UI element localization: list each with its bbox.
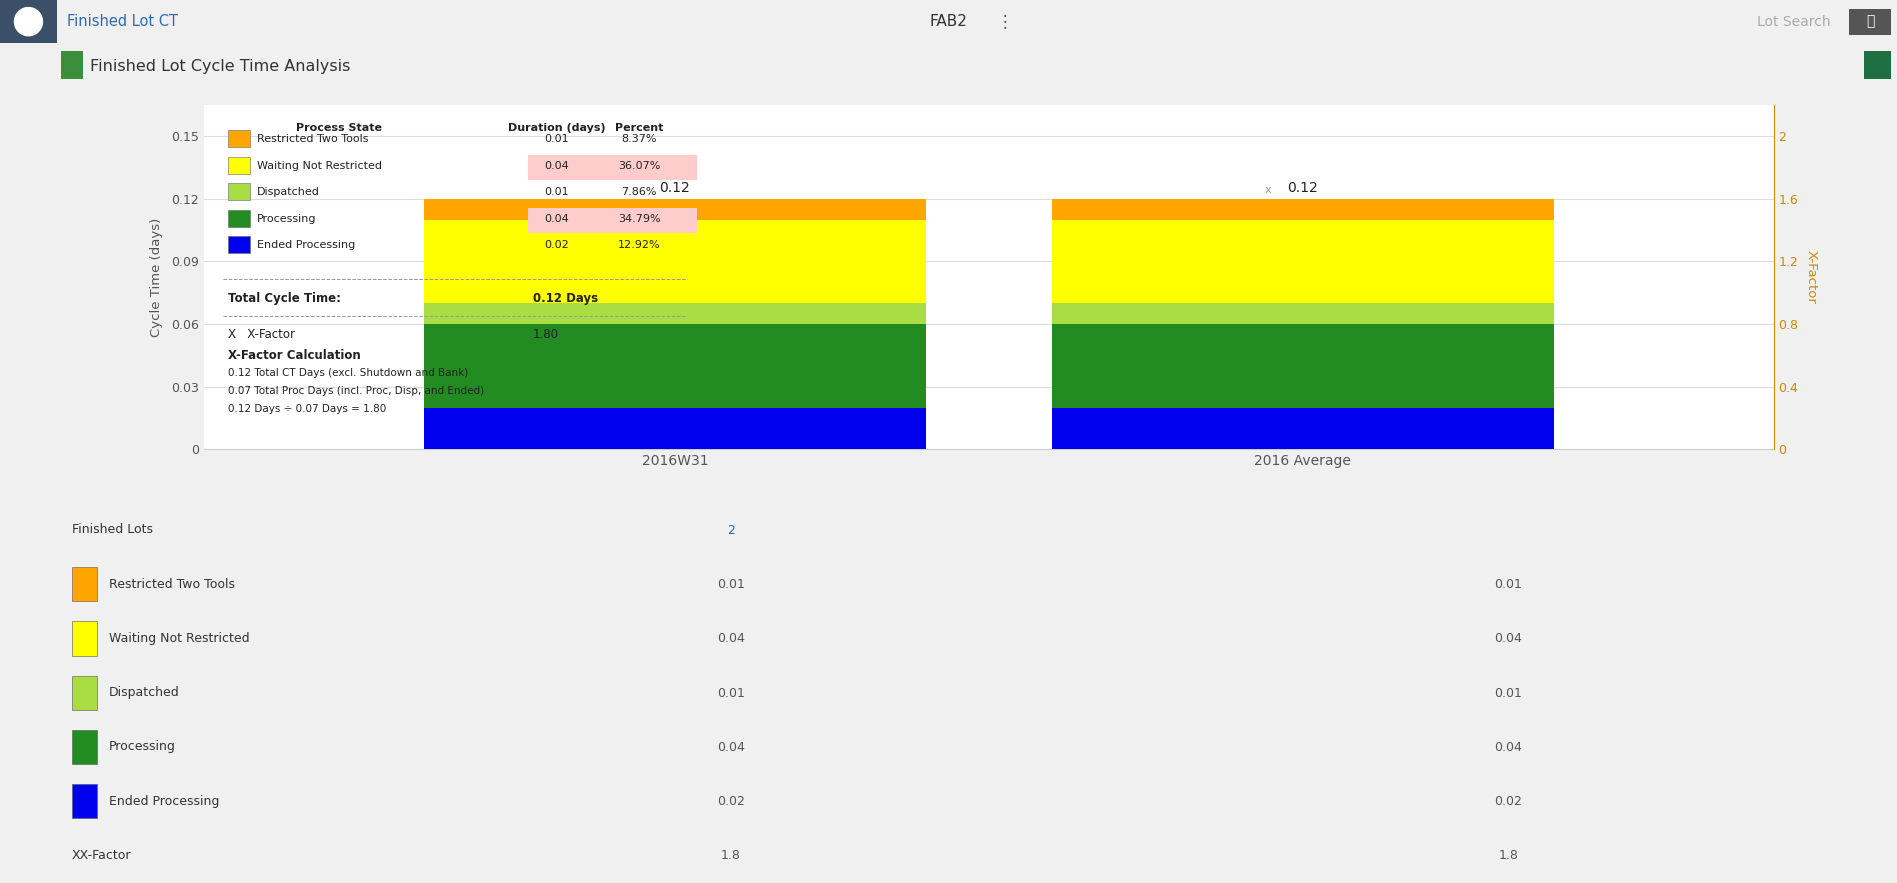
Bar <box>228 130 250 147</box>
Text: Restricted Two Tools: Restricted Two Tools <box>256 134 368 144</box>
Bar <box>72 567 97 601</box>
Text: 0.07 Total Proc Days (incl. Proc, Disp, and Ended): 0.07 Total Proc Days (incl. Proc, Disp, … <box>228 386 484 396</box>
Text: Lot Search: Lot Search <box>1757 15 1831 28</box>
Bar <box>1051 199 1554 220</box>
Bar <box>423 324 926 408</box>
Circle shape <box>15 8 42 35</box>
Text: Finished Lots: Finished Lots <box>72 524 154 537</box>
Bar <box>1850 9 1891 35</box>
Text: 0.12: 0.12 <box>660 181 691 194</box>
Text: 7.86%: 7.86% <box>620 187 656 197</box>
Text: 0.01: 0.01 <box>717 578 746 592</box>
Text: Restricted Two Tools: Restricted Two Tools <box>108 577 235 591</box>
Text: 0.02: 0.02 <box>544 240 569 251</box>
Bar <box>228 210 250 227</box>
Text: Waiting Not Restricted: Waiting Not Restricted <box>256 161 381 170</box>
Bar <box>423 199 926 220</box>
Text: 12.92%: 12.92% <box>618 240 660 251</box>
Text: 8.37%: 8.37% <box>620 134 656 144</box>
Bar <box>527 208 727 233</box>
Text: 0.04: 0.04 <box>1495 632 1521 645</box>
Text: FAB2: FAB2 <box>930 14 967 29</box>
Text: 1.8: 1.8 <box>721 849 742 863</box>
Text: Waiting Not Restricted: Waiting Not Restricted <box>108 632 249 645</box>
Bar <box>228 156 250 174</box>
Text: Total Cycle Time:: Total Cycle Time: <box>228 292 341 305</box>
Bar <box>423 220 926 303</box>
Bar <box>72 622 97 655</box>
Text: 0.01: 0.01 <box>717 687 746 699</box>
Text: 1.80: 1.80 <box>533 328 558 341</box>
Text: Finished Lot CT: Finished Lot CT <box>66 14 178 29</box>
Text: 0.04: 0.04 <box>717 741 746 754</box>
Text: 0.01: 0.01 <box>544 187 569 197</box>
Text: x: x <box>1265 185 1271 194</box>
Bar <box>228 237 250 253</box>
Bar <box>72 784 97 819</box>
Text: XX-Factor: XX-Factor <box>72 849 131 862</box>
Text: 0.01: 0.01 <box>1495 578 1521 592</box>
Text: Duration (days): Duration (days) <box>508 123 605 132</box>
Text: Percent: Percent <box>615 123 664 132</box>
Text: 36.07%: 36.07% <box>618 161 660 170</box>
Bar <box>0 0 57 43</box>
Text: 2: 2 <box>727 524 734 537</box>
Bar <box>527 155 727 180</box>
Text: 0.12 Days: 0.12 Days <box>533 292 598 305</box>
Text: 1.8: 1.8 <box>1499 849 1518 863</box>
Text: 0.04: 0.04 <box>544 161 569 170</box>
Text: 0.12: 0.12 <box>1288 181 1318 194</box>
Text: 0.01: 0.01 <box>544 134 569 144</box>
Bar <box>1051 408 1554 449</box>
Text: 0.02: 0.02 <box>717 795 746 808</box>
Bar <box>423 303 926 324</box>
Y-axis label: Cycle Time (days): Cycle Time (days) <box>150 217 163 336</box>
Text: Dispatched: Dispatched <box>108 686 180 699</box>
Text: 34.79%: 34.79% <box>618 214 660 224</box>
Text: 0.12 Days ÷ 0.07 Days = 1.80: 0.12 Days ÷ 0.07 Days = 1.80 <box>228 404 387 413</box>
Text: 0.04: 0.04 <box>717 632 746 645</box>
Text: Ended Processing: Ended Processing <box>256 240 355 251</box>
Bar <box>1051 324 1554 408</box>
Text: 0.12 Total CT Days (excl. Shutdown and Bank): 0.12 Total CT Days (excl. Shutdown and B… <box>228 368 469 378</box>
Text: Dispatched: Dispatched <box>256 187 321 197</box>
Bar <box>1865 51 1891 79</box>
Bar <box>228 184 250 200</box>
Text: 0.04: 0.04 <box>1495 741 1521 754</box>
Text: 0.04: 0.04 <box>544 214 569 224</box>
Text: 🔍: 🔍 <box>1867 15 1874 28</box>
Text: Finished Lot Cycle Time Analysis: Finished Lot Cycle Time Analysis <box>89 58 351 73</box>
Y-axis label: X-Factor: X-Factor <box>1806 250 1817 304</box>
Text: Process State: Process State <box>296 123 381 132</box>
Bar <box>1051 303 1554 324</box>
Text: 0.01: 0.01 <box>1495 687 1521 699</box>
Text: 0.02: 0.02 <box>1495 795 1521 808</box>
Text: X-Factor Calculation: X-Factor Calculation <box>228 349 360 362</box>
Bar <box>1051 220 1554 303</box>
Bar <box>423 408 926 449</box>
Text: X   X-Factor: X X-Factor <box>228 328 294 341</box>
Bar <box>72 675 97 710</box>
Text: Ended Processing: Ended Processing <box>108 795 218 808</box>
Text: Processing: Processing <box>108 741 175 753</box>
Bar <box>72 730 97 764</box>
Text: ⋮: ⋮ <box>996 12 1013 31</box>
Bar <box>61 51 83 79</box>
Text: Processing: Processing <box>256 214 317 224</box>
